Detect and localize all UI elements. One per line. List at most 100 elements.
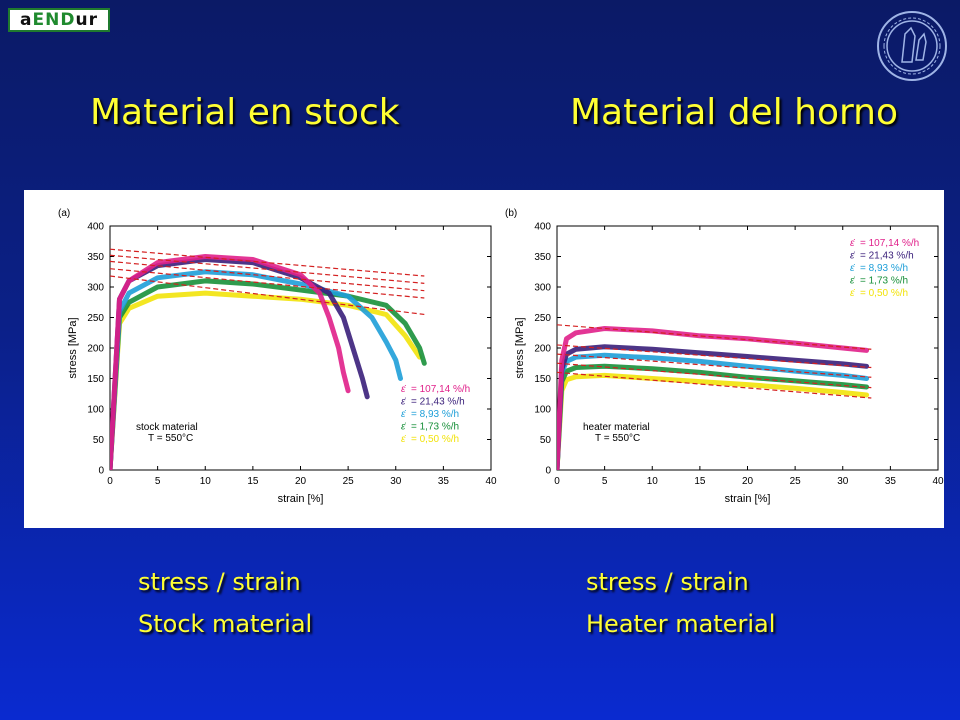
- series-line: [557, 344, 870, 470]
- y-tick-label: 400: [87, 222, 104, 233]
- fit-line: [110, 275, 425, 316]
- x-tick-label: 40: [485, 476, 497, 487]
- x-tick-label: 10: [200, 476, 212, 487]
- fit-line: [110, 260, 425, 292]
- y-tick-label: 200: [87, 344, 104, 355]
- x-tick-label: 0: [107, 476, 113, 487]
- series-line: [557, 326, 870, 470]
- x-tick-label: 20: [742, 476, 754, 487]
- y-axis-label: stress [MPa]: [514, 317, 526, 378]
- aendur-logo: a END ur: [8, 8, 110, 32]
- fit-line: [557, 353, 872, 378]
- fit-line: [557, 371, 872, 399]
- y-tick-label: 150: [87, 374, 104, 385]
- series-line: [557, 372, 870, 470]
- x-tick-label: 5: [155, 476, 161, 487]
- chart-panel: (a) 0 5 10 15 20 25 30 35 40 0 50 100 150 200 250 300 350…: [24, 190, 944, 528]
- plot-area: [110, 248, 427, 470]
- legend-symbol: ε̇: [850, 276, 855, 287]
- y-tick-label: 300: [87, 283, 104, 294]
- legend-label: = 1,73 %/h: [860, 276, 908, 287]
- panel-label: (a): [58, 208, 70, 219]
- title-stock-material: Material en stock: [90, 92, 400, 133]
- y-tick-label: 400: [534, 222, 551, 233]
- fit-line: [110, 268, 425, 299]
- y-tick-label: 100: [534, 405, 551, 416]
- y-tick-label: 0: [545, 466, 551, 477]
- fit-line: [557, 362, 872, 389]
- y-tick-label: 50: [93, 435, 105, 446]
- annotation-text: stock material: [136, 422, 198, 433]
- series-line: [557, 363, 870, 470]
- y-tick-label: 350: [87, 252, 104, 263]
- legend-symbol: ε̇: [401, 434, 406, 445]
- x-tick-label: 30: [837, 476, 849, 487]
- annotation-text: T = 550°C: [148, 433, 193, 444]
- legend-symbol: ε̇: [850, 288, 855, 299]
- x-tick-label: 25: [790, 476, 802, 487]
- y-tick-label: 0: [98, 466, 104, 477]
- caption-right-line1: stress / strain: [586, 568, 749, 596]
- y-tick-label: 300: [534, 283, 551, 294]
- legend-label: = 21,43 %/h: [860, 251, 914, 262]
- panel-label: (b): [505, 208, 517, 219]
- title-heater-material: Material del horno: [570, 92, 898, 133]
- x-axis-label: strain [%]: [278, 493, 324, 505]
- legend-symbol: ε̇: [401, 409, 406, 420]
- x-tick-label: 25: [343, 476, 355, 487]
- fit-line: [110, 248, 425, 277]
- series-line: [110, 278, 427, 470]
- plot-area: [557, 324, 872, 470]
- legend-label: = 8,93 %/h: [411, 409, 459, 420]
- y-tick-label: 200: [534, 344, 551, 355]
- legend-symbol: ε̇: [850, 263, 855, 274]
- fit-line: [557, 324, 872, 350]
- x-tick-label: 5: [602, 476, 608, 487]
- legend-label: = 107,14 %/h: [411, 384, 470, 395]
- y-tick-label: 150: [534, 374, 551, 385]
- series-line: [110, 254, 351, 470]
- charts-svg: (a)0 5 10 15 20 25 30 35 40050100150200250300350…: [58, 208, 944, 505]
- logo-text-ur: ur: [75, 10, 98, 30]
- y-tick-label: 250: [534, 313, 551, 324]
- x-tick-label: 10: [647, 476, 659, 487]
- series-line: [110, 269, 403, 470]
- legend-label: = 1,73 %/h: [411, 422, 459, 433]
- annotation-text: T = 550°C: [595, 433, 640, 444]
- logo-text-a: a: [20, 10, 33, 30]
- fit-line: [557, 344, 872, 369]
- caption-right-line2: Heater material: [586, 610, 776, 638]
- legend-label: = 0,50 %/h: [411, 434, 459, 445]
- x-tick-label: 35: [438, 476, 450, 487]
- y-tick-label: 350: [534, 252, 551, 263]
- caption-left-line1: stress / strain: [138, 568, 301, 596]
- y-tick-label: 100: [87, 405, 104, 416]
- chart-b: (b)0 5 10 15 20 25 30 35 40050100150200250300350…: [505, 208, 944, 505]
- legend-symbol: ε̇: [850, 251, 855, 262]
- x-tick-label: 20: [295, 476, 307, 487]
- chart-a: (a)0 5 10 15 20 25 30 35 40050100150200250300350…: [58, 208, 497, 505]
- y-tick-label: 250: [87, 313, 104, 324]
- legend-label: = 8,93 %/h: [860, 263, 908, 274]
- legend-symbol: ε̇: [401, 384, 406, 395]
- x-tick-label: 35: [885, 476, 897, 487]
- y-axis-label: stress [MPa]: [67, 317, 79, 378]
- legend-label: = 0,50 %/h: [860, 288, 908, 299]
- x-tick-label: 40: [932, 476, 944, 487]
- x-tick-label: 15: [694, 476, 706, 487]
- x-tick-label: 30: [390, 476, 402, 487]
- legend-label: = 107,14 %/h: [860, 238, 919, 249]
- university-seal-icon: [877, 11, 947, 81]
- y-tick-label: 50: [540, 435, 552, 446]
- series-line: [110, 290, 423, 470]
- logo-text-end: END: [32, 10, 76, 30]
- fit-line: [110, 254, 425, 284]
- legend-symbol: ε̇: [850, 238, 855, 249]
- legend-label: = 21,43 %/h: [411, 397, 465, 408]
- x-tick-label: 0: [554, 476, 560, 487]
- annotation-text: heater material: [583, 422, 650, 433]
- caption-left-line2: Stock material: [138, 610, 313, 638]
- x-axis-label: strain [%]: [725, 493, 771, 505]
- legend-symbol: ε̇: [401, 397, 406, 408]
- x-tick-label: 15: [247, 476, 259, 487]
